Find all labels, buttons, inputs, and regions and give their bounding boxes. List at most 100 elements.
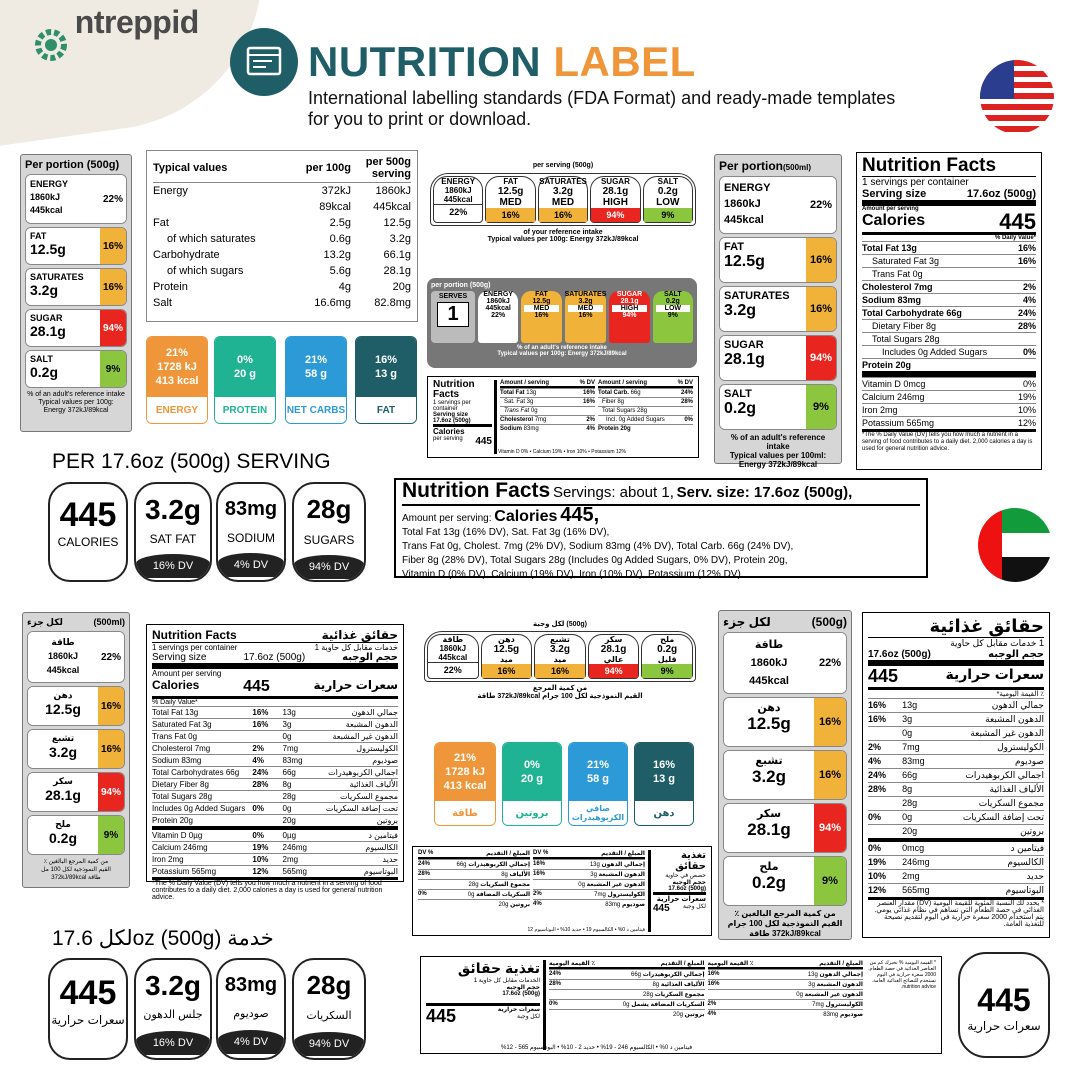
arabic-carbs-card: 21% 58 g صافي الكربوهيدرات — [568, 742, 628, 826]
traffic-cell-saturates: SATURATES 3.2g MED 16% — [537, 176, 589, 223]
strip-row-fat: FAT 12.5g 16% — [25, 227, 127, 265]
table-row: Trans Fat 0g 0g الدهون غير المشبعة — [152, 730, 398, 741]
strip-footer: % of an adult's reference intake Typical … — [729, 433, 827, 469]
arabic-tabular-facts: تغذية حقائق حصص في حاوية حجم الوجبه 17.6… — [412, 846, 712, 936]
serves-energy: ENERGY 1860kJ 445kcal 22% — [478, 291, 519, 343]
arabic-badge-sat-fat: 3.2g جلس الدهون 16% DV — [134, 958, 212, 1060]
serves-fat: FAT 12.5g MED 16% — [521, 291, 562, 343]
arabic-badge-sugars: 28g السكريات 94% DV — [292, 958, 366, 1060]
table-row: صوديوم 83mg 4% — [533, 899, 645, 908]
linear-nutrition-facts: Nutrition Facts Servings: about 1, Serv.… — [394, 478, 928, 580]
page-title: NUTRITION LABEL — [308, 38, 696, 85]
nutrition-facts-label: Nutrition Facts 1 servings per container… — [856, 152, 1042, 470]
arabic-energy-card: 21% 1728 kJ 413 kcal طاقة — [434, 742, 496, 826]
badge-sugars: 28g SUGARS 94% DV — [292, 482, 366, 582]
traffic-cell-energy: ENERGY 1860kJ 445kcal 22% — [433, 176, 484, 223]
table-row: Includes 0g Added Sugars 0% 0g تحت إضافة ال… — [152, 802, 398, 813]
table-row: Carbohydrate 13.2g 66.1g — [153, 249, 411, 261]
strip-row-fat: FAT 12.5g 16% — [719, 237, 837, 283]
table-row: 2% 7mg الكوليسترول — [868, 740, 1044, 752]
arabic-per-serving-heading: 17.6 لكلoz (500g) خدمة — [52, 927, 274, 950]
serves-sugar: SUGAR 28.1g HIGH 94% — [609, 291, 650, 343]
usa-flag-icon — [980, 60, 1054, 134]
strip-row-saturates: SATURATES 3.2g 16% — [25, 268, 127, 306]
table-row: Calcium 246mg 19% 246mg الكالسيوم — [152, 841, 398, 852]
arabic-nutrition-facts: حقائق غذائية 1 خدمات مقابل كل حاوية 17.6… — [862, 612, 1050, 938]
serves-salt: SALT 0.2g LOW 9% — [652, 291, 693, 343]
uae-flag-icon — [978, 508, 1052, 582]
protein-card: 0% 20 g PROTEIN — [214, 336, 276, 424]
table-row: 10% 2mg حديد — [868, 869, 1044, 881]
per-serving-heading: PER 17.6oz (500g) SERVING — [52, 450, 331, 473]
table-row: مجموع السكريات 28g — [418, 879, 530, 889]
strip-row-sugar: SUGAR 28.1g 94% — [25, 309, 127, 347]
arabic-portion-strip: لكل جزء (500ml) طاقة 1860kJ 445kcal 22% دهن 1… — [22, 612, 130, 888]
table-row: Energy 372kJ 1860kJ — [153, 185, 411, 197]
table-row: Sodium 83mg 4% 83mg صوديوم — [152, 754, 398, 765]
table-row: Potassium 565mg 12% 565mg البوتاسيوم — [152, 865, 398, 876]
table-row: 16% 13g جمالي الدهون — [868, 698, 1044, 710]
table-header: Typical values per 100g per 500g serving — [153, 154, 411, 183]
table-row: الدهون المشبعة 3g 16% — [707, 979, 863, 988]
table-row: مجموع السكريات 28g — [549, 989, 705, 999]
table-row: إجمالي الدهون 13g 16% — [707, 969, 863, 978]
table-row: الكوليسترول 7mg 2% — [707, 999, 863, 1008]
strip-row-energy: ENERGY 1860kJ 445kcal 22% — [719, 176, 837, 234]
traffic-cell-sugar: SUGAR 28.1g HIGH 94% — [590, 176, 641, 223]
arabic-traffic-light: لكل وجبة (500g) طاقة 1860kJ 445kcal 22% دهن… — [424, 620, 696, 736]
table-row: 0g الدهون غير المشبعة — [868, 726, 1044, 740]
table-row: of which sugars 5.6g 28.1g — [167, 265, 411, 277]
arabic-badge-sodium: 83mg صوديوم 4% DV — [216, 958, 286, 1060]
table-row: بروتين 20g — [549, 1009, 705, 1019]
page-subtitle: International labelling standards (FDA F… — [308, 88, 896, 129]
traffic-light-label: per serving (500g) ENERGY 1860kJ 445kcal 22… — [430, 162, 696, 266]
table-row: Vitamin D 0µg 0% 0µg فيتامين د — [152, 826, 398, 841]
table-row: صوديوم 83mg 4% — [707, 1009, 863, 1018]
table-row: Fat 2.5g 12.5g — [153, 217, 411, 229]
table-row: Dietary Fiber 8g 28% 8g الألياف الغذائية — [152, 778, 398, 789]
table-row: إجمالي الكربوهيدرات 66g 24% — [418, 859, 530, 868]
table-row: 0% 0g تحت إضافة السكريات — [868, 810, 1044, 822]
gear-icon — [35, 29, 67, 61]
typical-values-table: Typical values per 100g per 500g serving E… — [146, 150, 418, 322]
table-row: الألياف 8g 28% — [418, 869, 530, 878]
table-row: الدهون غير المشبعة 0g — [533, 879, 645, 889]
arabic-fat-card: 16% 13 g دهن — [634, 742, 694, 826]
table-row: الكوليسترول 7mg 2% — [533, 889, 645, 898]
arabic-protein-card: 0% 20 g بروتين — [502, 742, 562, 826]
portion-strip: Per portion (500g) ENERGY 1860kJ 445kcal 22… — [20, 154, 132, 432]
serves-saturates: SATURATES 3.2g MED 16% — [564, 291, 607, 343]
table-row: Total Sugars 28g 28g مجموع السكريات — [152, 790, 398, 801]
table-row: Total Carbohydrates 66g 24% 66g اجمالي الكر… — [152, 766, 398, 777]
table-row: إجمالي الدهون 13g 16% — [533, 859, 645, 868]
table-row: السكريات المضافة يشمل 0g 0% — [549, 999, 705, 1008]
table-row: إجمالي الكربوهيدرات 66g 24% — [549, 969, 705, 978]
table-row: السكريات المضافة 0g 0% — [418, 889, 530, 898]
table-row: 0% 0mcg فيتامين د — [868, 838, 1044, 855]
energy-card: 21% 1728 kJ 413 kcal ENERGY — [146, 336, 208, 424]
table-row: Protein 4g 20g — [153, 281, 411, 293]
table-row: Salt 16.6mg 82.8mg — [153, 297, 411, 309]
table-row: 28g مجموع السكريات — [868, 796, 1044, 810]
arabic-portion-strip-large: لكل جزء (500g) طاقة 1860kJ 445kcal 22% دهن 12… — [718, 610, 852, 940]
strip-footer: % of an adult's reference intake Typical … — [27, 391, 125, 414]
strip-heading: Per portion (500g) — [25, 159, 120, 171]
table-row: 28% 8g الألياف الغذائية — [868, 782, 1044, 794]
table-row: 19% 246mg الكالسيوم — [868, 855, 1044, 867]
table-row: 20g بروتين — [868, 824, 1044, 838]
arabic-single-calorie-badge: 445 سعرات حرارية — [958, 952, 1050, 1058]
table-row: الدهون غير المشبعة 0g — [707, 989, 863, 999]
table-row: بروتين 20g — [418, 899, 530, 909]
badge-sat-fat: 3.2g SAT FAT 16% DV — [134, 482, 212, 582]
strip-row-sugar: SUGAR 28.1g 94% — [719, 335, 837, 381]
table-row: الدهون المشبعة 3g 16% — [533, 869, 645, 878]
net-carbs-card: 21% 58 g NET CARBS — [285, 336, 347, 424]
serves-label: per portion (500g) SERVES 1 ENERGY 1860kJ 4… — [427, 278, 697, 368]
table-row: 16% 3g الدهون المشبعة — [868, 712, 1044, 724]
strip-row-saturates: SATURATES 3.2g 16% — [719, 286, 837, 332]
strip-row-energy: ENERGY 1860kJ 445kcal 22% — [25, 174, 127, 224]
strip-row-salt: SALT 0.2g 9% — [719, 384, 837, 430]
table-row: 89kcal 445kcal — [319, 201, 411, 213]
table-row: Cholesterol 7mg 2% 7mg الكوليسترول — [152, 742, 398, 753]
table-row: 12% 565mg البوتاسيوم — [868, 883, 1044, 895]
